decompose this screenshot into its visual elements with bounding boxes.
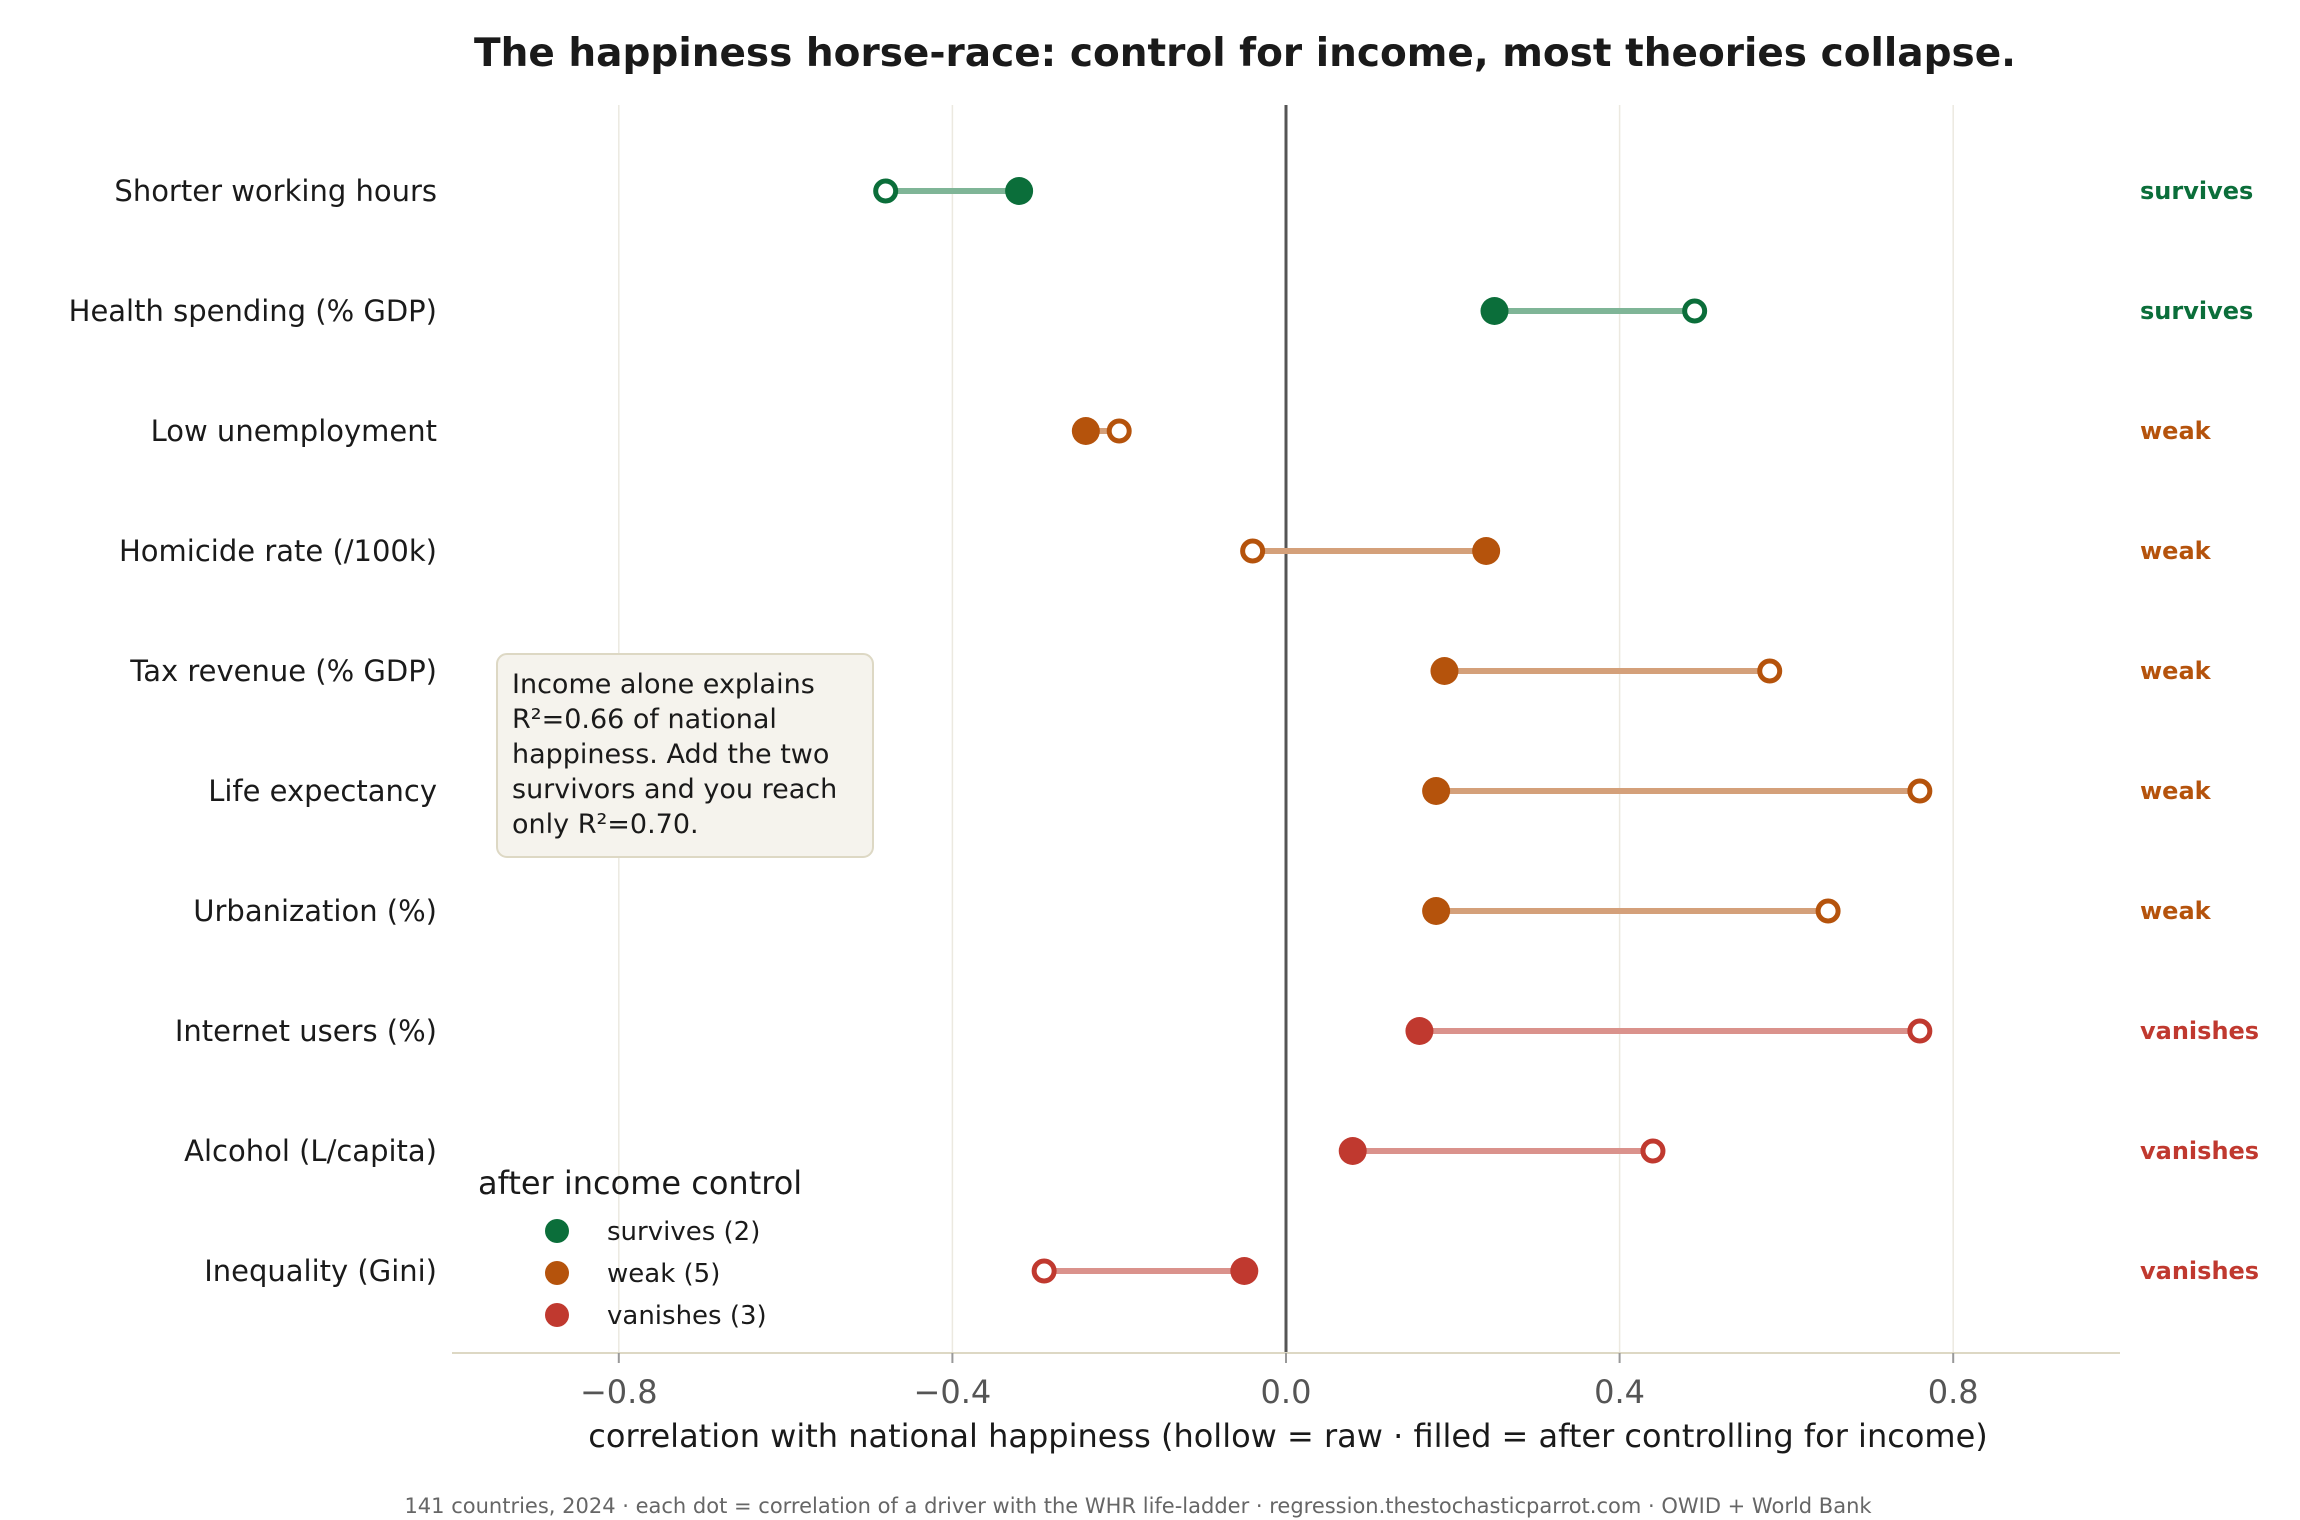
controlled-correlation-point: [1230, 1257, 1259, 1285]
controlled-correlation-point: [1405, 1017, 1434, 1045]
chart-title: The happiness horse-race: control for in…: [474, 31, 2016, 76]
legend-label-weak: weak (5): [607, 1259, 720, 1289]
legend: after income control survives (2) weak (…: [478, 1164, 802, 1331]
dumbbell-row: Health spending (% GDP) survives: [69, 294, 2254, 328]
category-label: Internet users (%): [175, 1014, 437, 1048]
verdict-label: weak: [2140, 657, 2212, 685]
raw-correlation-point: [1031, 1258, 1057, 1284]
raw-correlation-point: [1815, 898, 1841, 924]
controlled-correlation-point: [1480, 297, 1509, 325]
annotation-line: R²=0.66 of national: [512, 704, 777, 735]
raw-correlation-point: [1640, 1138, 1666, 1164]
x-tick-label: 0.4: [1594, 1373, 1645, 1411]
dumbbell-row: Urbanization (%) weak: [193, 894, 2211, 928]
category-label: Homicide rate (/100k): [119, 534, 437, 568]
category-label: Shorter working hours: [114, 174, 437, 208]
legend-swatch-vanishes: [545, 1303, 569, 1327]
verdict-label: weak: [2140, 777, 2212, 805]
dumbbell-row: Low unemployment weak: [151, 414, 2212, 448]
verdict-label: weak: [2140, 537, 2212, 565]
raw-correlation-point: [1106, 418, 1132, 444]
verdict-label: weak: [2140, 417, 2212, 445]
annotation-box: Income alone explains R²=0.66 of nationa…: [496, 653, 874, 858]
controlled-correlation-point: [1005, 177, 1034, 205]
annotation-line: Income alone explains: [512, 669, 815, 700]
legend-label-vanishes: vanishes (3): [607, 1301, 767, 1331]
verdict-label: survives: [2140, 297, 2253, 325]
legend-label-survives: survives (2): [607, 1217, 760, 1247]
verdict-label: weak: [2140, 897, 2212, 925]
category-label: Health spending (% GDP): [69, 294, 437, 328]
category-label: Alcohol (L/capita): [184, 1134, 437, 1168]
verdict-label: survives: [2140, 177, 2253, 205]
legend-title: after income control: [478, 1164, 802, 1202]
category-label: Low unemployment: [151, 414, 437, 448]
dumbbell-row: Alcohol (L/capita) vanishes: [184, 1134, 2259, 1168]
verdict-label: vanishes: [2140, 1137, 2259, 1165]
dumbbell-row: Inequality (Gini) vanishes: [204, 1254, 2259, 1288]
verdict-label: vanishes: [2140, 1017, 2259, 1045]
dumbbell-row: Life expectancy weak: [208, 774, 2211, 808]
controlled-correlation-point: [1430, 657, 1459, 685]
raw-correlation-point: [873, 178, 899, 204]
legend-swatch-survives: [545, 1219, 569, 1243]
x-tick-label: −0.4: [914, 1373, 992, 1411]
raw-correlation-point: [1757, 658, 1783, 684]
dumbbell-row: Homicide rate (/100k) weak: [119, 534, 2212, 568]
controlled-correlation-point: [1422, 897, 1451, 925]
verdict-label: vanishes: [2140, 1257, 2259, 1285]
raw-correlation-point: [1907, 778, 1933, 804]
annotation-line: only R²=0.70.: [512, 809, 699, 840]
dumbbell-row: Internet users (%) vanishes: [175, 1014, 2259, 1048]
annotation-line: survivors and you reach: [512, 774, 837, 805]
footer-note: 141 countries, 2024 · each dot = correla…: [404, 1494, 1872, 1518]
controlled-correlation-point: [1472, 537, 1501, 565]
dumbbell-row: Shorter working hours survives: [114, 174, 2253, 208]
controlled-correlation-point: [1338, 1137, 1367, 1165]
legend-swatch-weak: [545, 1261, 569, 1285]
controlled-correlation-point: [1071, 417, 1100, 445]
x-tick-label: 0.0: [1261, 1373, 1312, 1411]
category-label: Life expectancy: [208, 774, 437, 808]
controlled-correlation-point: [1422, 777, 1451, 805]
annotation-line: happiness. Add the two: [512, 739, 829, 770]
category-label: Inequality (Gini): [204, 1254, 437, 1288]
category-label: Tax revenue (% GDP): [129, 654, 437, 688]
dumbbell-row: Tax revenue (% GDP) weak: [129, 654, 2211, 688]
raw-correlation-point: [1682, 298, 1708, 324]
x-tick-label: 0.8: [1928, 1373, 1979, 1411]
raw-correlation-point: [1907, 1018, 1933, 1044]
category-label: Urbanization (%): [193, 894, 437, 928]
x-axis-ticks: −0.8 −0.4 0.0 0.4 0.8: [580, 1353, 1979, 1411]
raw-correlation-point: [1240, 538, 1266, 564]
x-tick-label: −0.8: [580, 1373, 658, 1411]
x-axis-label: correlation with national happiness (hol…: [588, 1417, 1987, 1455]
